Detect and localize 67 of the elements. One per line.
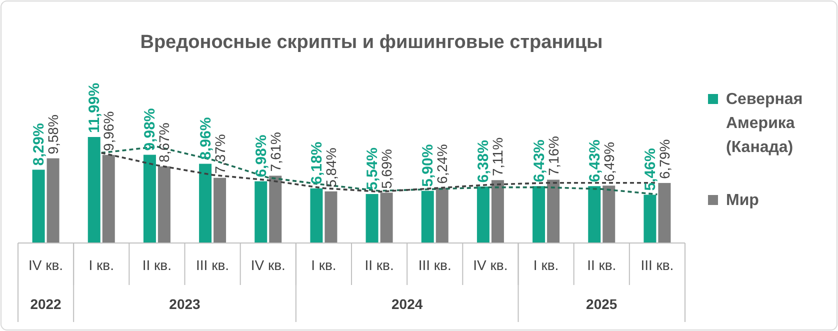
- bar: [324, 191, 338, 243]
- bar: [366, 194, 378, 243]
- data-label: 5,54%: [364, 147, 382, 190]
- bar: [644, 194, 656, 243]
- bar: [102, 154, 115, 243]
- data-label: 11,99%: [86, 82, 104, 133]
- data-label: 7,11%: [490, 137, 506, 176]
- x-tick-label: I кв.: [311, 257, 336, 273]
- data-label: 7,16%: [545, 136, 562, 176]
- x-tick-label: II кв.: [587, 257, 616, 273]
- chart-title: Вредоносные скрипты и фишинговые страницы: [140, 32, 603, 53]
- data-label: 6,43%: [586, 140, 604, 182]
- data-label: 6,43%: [530, 140, 548, 182]
- bar: [46, 158, 60, 243]
- bar: [269, 176, 282, 243]
- data-label: 9,58%: [45, 114, 62, 154]
- bar: [32, 170, 45, 243]
- x-tick-label: III кв.: [640, 257, 674, 273]
- bar: [602, 186, 616, 243]
- x-tick-label: II кв.: [142, 257, 172, 273]
- text: 2024: [392, 296, 423, 312]
- text: 2022: [30, 296, 62, 312]
- bar: [310, 188, 323, 243]
- data-label: 7,37%: [212, 134, 228, 174]
- legend-label: Северная Америка (Канада): [726, 91, 803, 156]
- x-tick-label: IV кв.: [250, 257, 286, 273]
- bar: [588, 186, 601, 243]
- bar: [88, 137, 100, 243]
- bar: [532, 186, 546, 243]
- data-label: 9,98%: [142, 108, 159, 151]
- bar: [214, 178, 226, 243]
- x-tick-label: II кв.: [364, 257, 394, 273]
- bar: [421, 190, 434, 243]
- x-tick-label: I кв.: [88, 257, 114, 273]
- data-label: 6,98%: [252, 134, 270, 178]
- text: 2023: [169, 296, 201, 312]
- data-label: 6,49%: [600, 142, 617, 182]
- bar: [476, 186, 490, 243]
- data-label: 6,18%: [308, 142, 326, 184]
- x-tick-label: IV кв.: [28, 257, 64, 273]
- data-label: 6,38%: [475, 140, 492, 183]
- data-label: 8,96%: [197, 117, 214, 160]
- bar: [491, 180, 504, 243]
- data-label: 5,84%: [322, 148, 339, 188]
- data-label: 8,29%: [30, 123, 48, 166]
- x-tick-label: I кв.: [533, 257, 559, 273]
- x-tick-label: IV кв.: [473, 257, 508, 273]
- legend-label: Мир: [726, 192, 760, 209]
- bar: [158, 166, 170, 243]
- bar: [143, 154, 156, 243]
- bar: [380, 192, 393, 243]
- data-label: 6,79%: [656, 139, 672, 179]
- bar: [658, 182, 671, 243]
- bar: [547, 180, 560, 243]
- bar: [254, 181, 268, 243]
- data-label: 5,90%: [420, 144, 437, 187]
- data-label: 5,46%: [642, 148, 659, 191]
- bar: [199, 164, 212, 243]
- data-label: 6,24%: [434, 144, 450, 184]
- data-label: 5,69%: [378, 148, 395, 189]
- bar: [436, 188, 448, 243]
- data-label: 8,67%: [156, 122, 172, 162]
- x-tick-label: III кв.: [196, 257, 230, 273]
- data-label: 9,96%: [100, 111, 117, 151]
- data-label: 7,61%: [267, 132, 284, 172]
- x-tick-label: III кв.: [418, 257, 452, 273]
- text: 2025: [586, 296, 618, 312]
